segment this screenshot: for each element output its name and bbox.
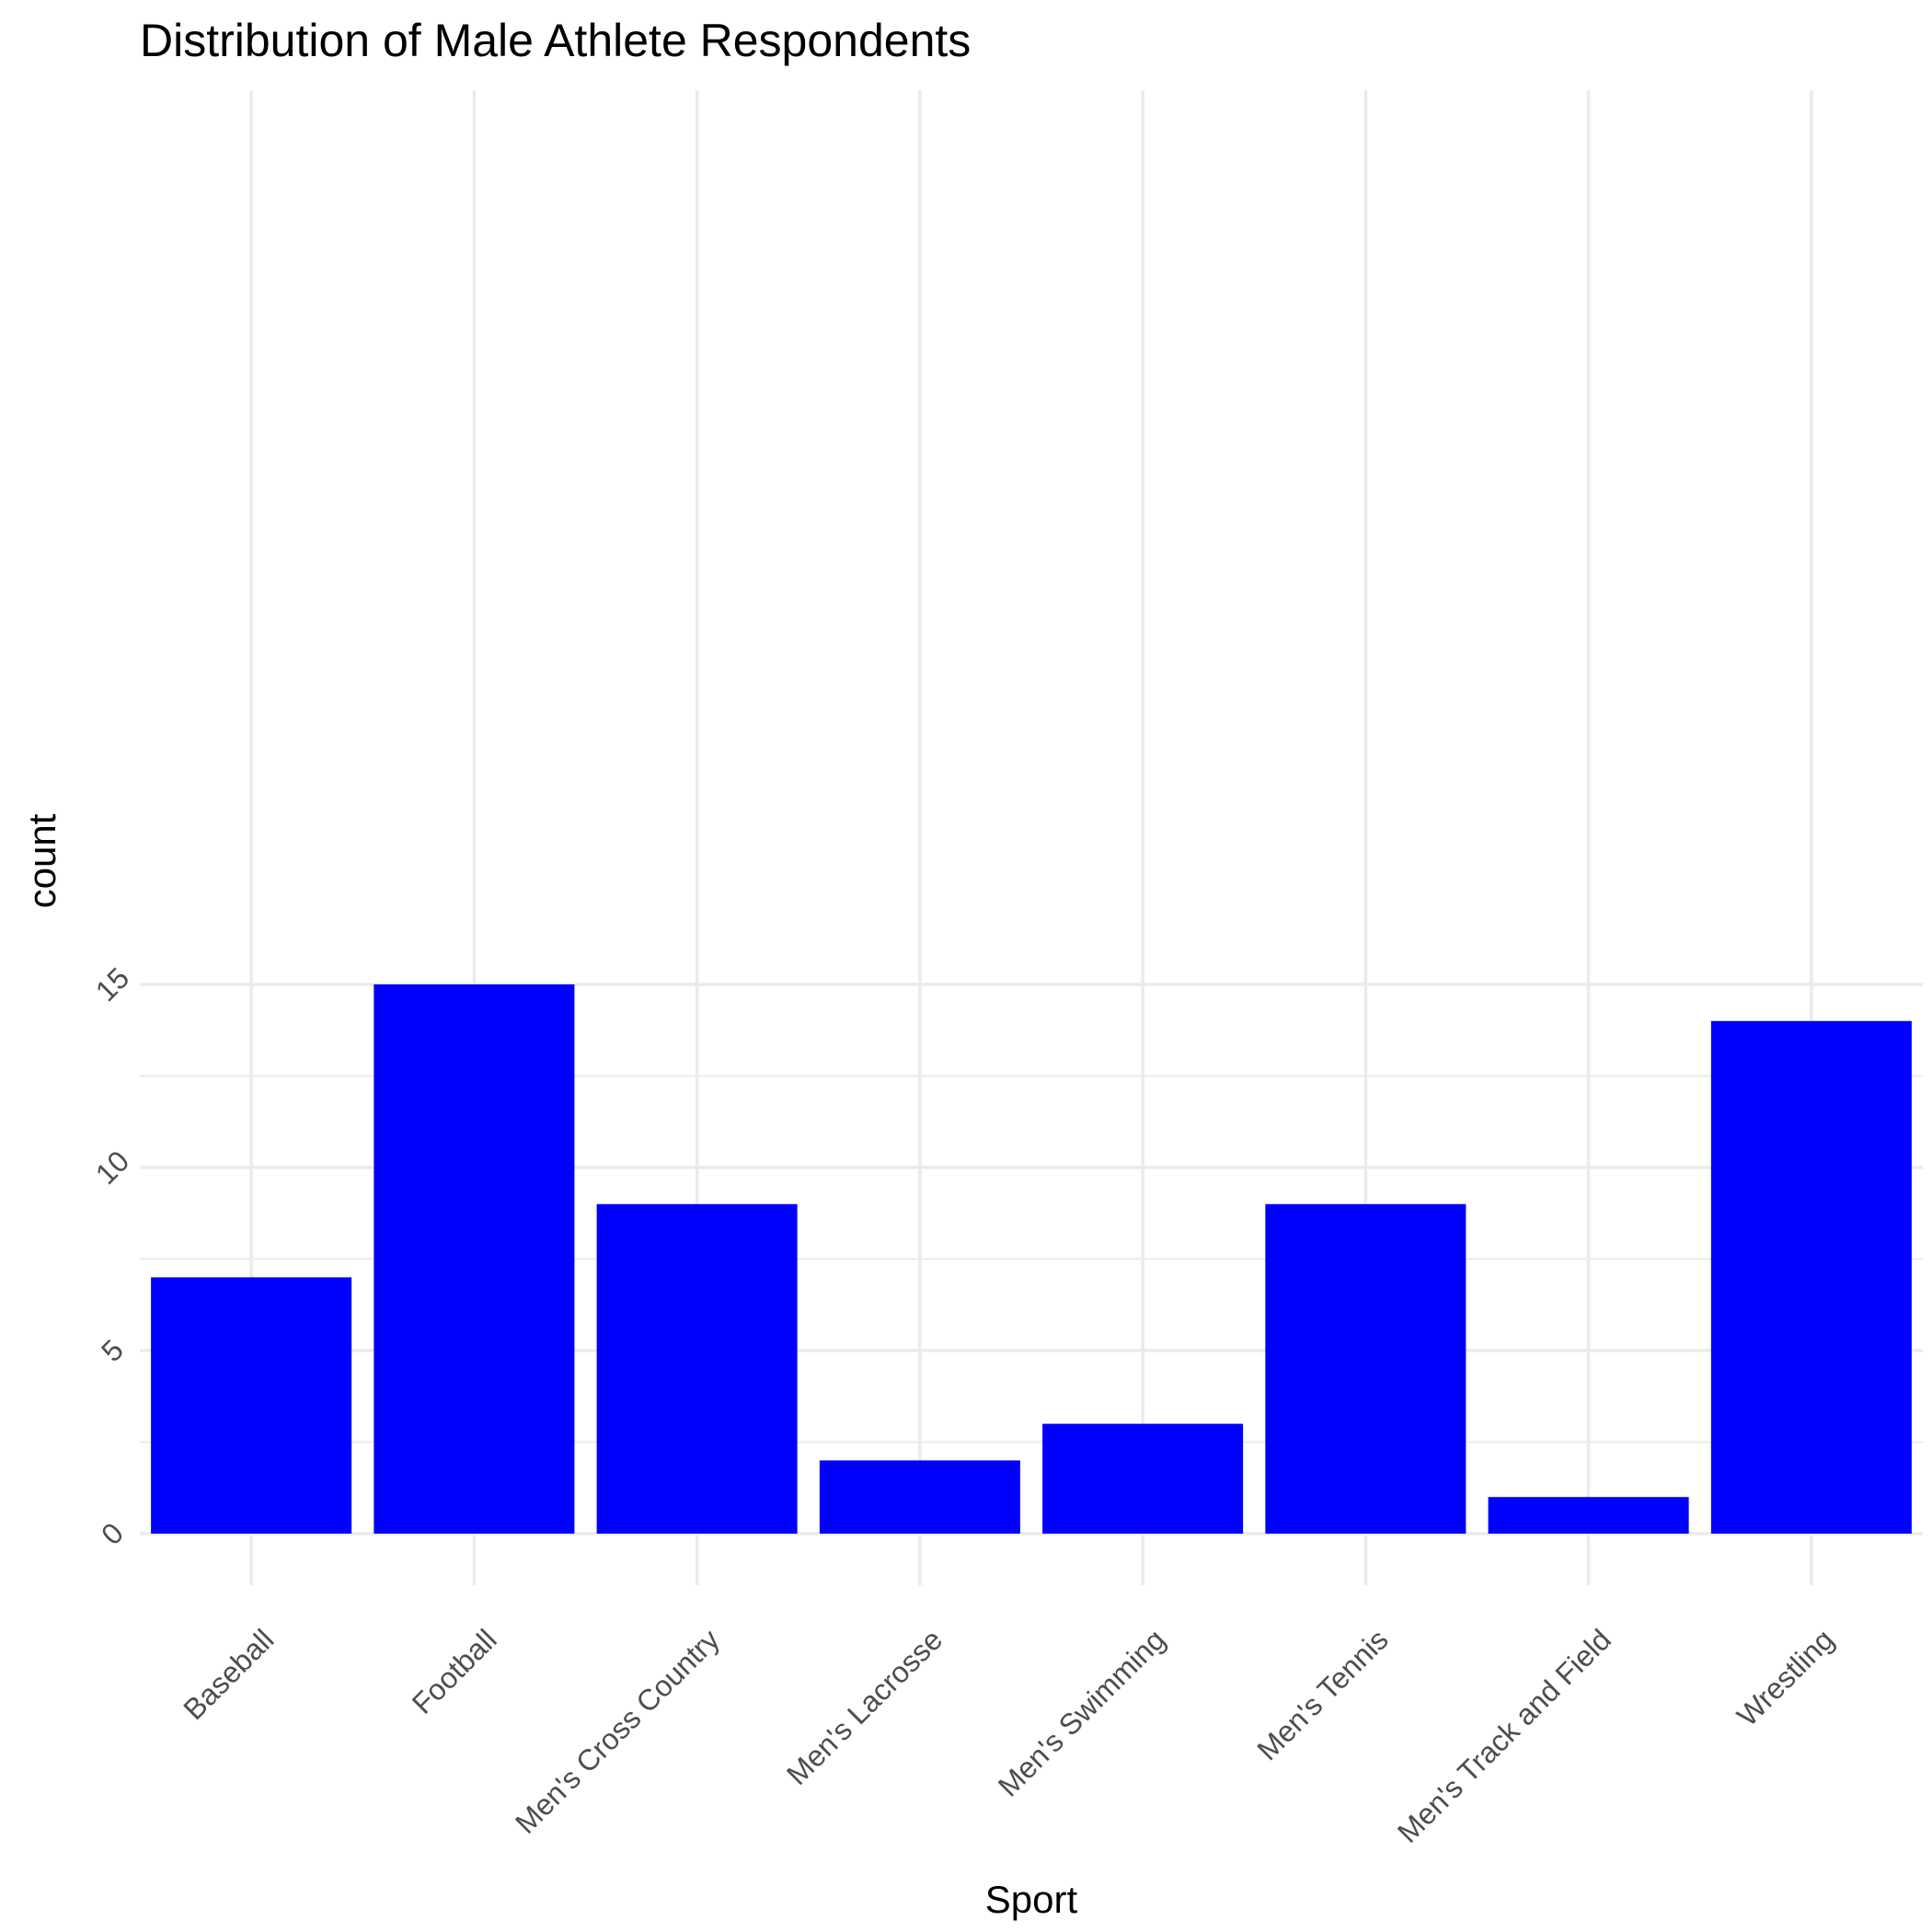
bar-baseball	[151, 1277, 352, 1534]
x-tick-label: Men's Cross Country	[509, 1623, 726, 1840]
x-tick-label: Men's Lacrosse	[780, 1623, 949, 1791]
y-tick-label: 15	[89, 961, 136, 1008]
bar-wrestling	[1710, 1020, 1912, 1534]
bar-men-s-lacrosse	[819, 1460, 1020, 1534]
y-tick-label: 0	[95, 1516, 130, 1551]
x-tick-label: Wrestling	[1731, 1623, 1840, 1732]
bar-men-s-track-and-field	[1488, 1497, 1689, 1534]
x-axis-title: Sport	[985, 1878, 1078, 1921]
x-axis-ticks: Baseball Football Men's Cross Country Men's…	[177, 1623, 1840, 1849]
bar-men-s-cross-country	[596, 1203, 798, 1534]
y-axis-title: count	[20, 813, 63, 908]
chart-title: Distribution of Male Athlete Respondents	[140, 15, 971, 66]
y-tick-label: 10	[89, 1144, 136, 1191]
bar-men-s-swimming	[1042, 1423, 1244, 1534]
bar-football	[374, 984, 575, 1534]
bars	[151, 984, 1912, 1534]
x-tick-label: Men's Track and Field	[1391, 1623, 1617, 1849]
x-tick-label: Baseball	[177, 1623, 280, 1726]
y-axis-ticks: 0 5 10 15	[89, 961, 136, 1551]
y-tick-label: 5	[95, 1333, 130, 1368]
x-tick-label: Football	[406, 1623, 503, 1720]
x-tick-label: Men's Tennis	[1250, 1623, 1394, 1766]
bar-men-s-tennis	[1265, 1203, 1466, 1534]
x-tick-label: Men's Swimming	[992, 1623, 1172, 1803]
